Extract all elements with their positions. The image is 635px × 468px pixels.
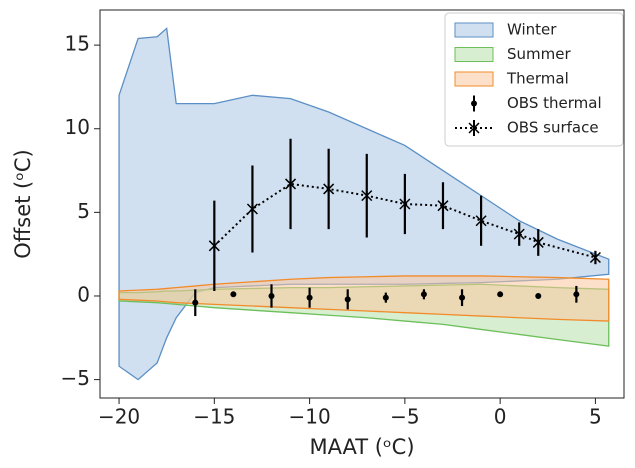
legend-label: Winter (507, 21, 557, 39)
legend-swatch (454, 22, 494, 38)
band-area (118, 275, 610, 322)
y-tick-label: 5 (77, 199, 90, 223)
y-tick-label: 0 (77, 282, 90, 306)
obs-marker (306, 294, 313, 301)
obs-marker (268, 292, 275, 299)
x-tick-label: −15 (193, 405, 235, 429)
legend-label: OBS surface (507, 119, 599, 137)
obs-marker (475, 215, 487, 227)
legend: Winter Summer Thermal OBS thermal OBS surfac… (444, 12, 624, 147)
obs-marker (285, 178, 297, 190)
obs-marker (382, 294, 389, 301)
x-axis-label: MAAT (ᵒC) (309, 435, 414, 459)
legend-box (444, 12, 624, 147)
obs-marker (192, 299, 199, 306)
x-tick-label: 0 (494, 405, 507, 429)
y-tick-label: 10 (65, 115, 90, 139)
y-axis-label: Offset (ᵒC) (11, 149, 35, 259)
obs-marker (513, 228, 525, 240)
obs-marker (573, 291, 580, 298)
obs-marker (437, 200, 449, 212)
plot-frame (99, 9, 625, 399)
x-tick-label: 5 (589, 405, 602, 429)
obs-line (213, 182, 596, 259)
obs-marker (323, 183, 335, 195)
obs-marker (535, 292, 542, 299)
obs-marker (399, 198, 411, 210)
obs-marker (459, 294, 466, 301)
y-tick-label: 15 (65, 32, 90, 56)
x-tick-label: −20 (98, 405, 140, 429)
legend-label: Summer (507, 45, 571, 63)
legend-label: OBS thermal (507, 94, 602, 112)
y-tick-label: −5 (61, 366, 90, 390)
obs-marker (208, 240, 220, 252)
legend-label: Thermal (506, 70, 569, 88)
obs-marker (420, 291, 427, 298)
legend-swatch (454, 47, 494, 62)
obs-marker (230, 291, 237, 298)
x-tick-label: −10 (288, 405, 330, 429)
x-tick-label: −5 (390, 405, 419, 429)
obs-marker (344, 296, 351, 303)
obs-marker (361, 190, 373, 202)
obs-marker (532, 236, 544, 248)
obs-marker (589, 251, 601, 264)
obs-marker (497, 291, 504, 298)
legend-swatch (454, 71, 494, 87)
obs-marker (246, 203, 258, 215)
